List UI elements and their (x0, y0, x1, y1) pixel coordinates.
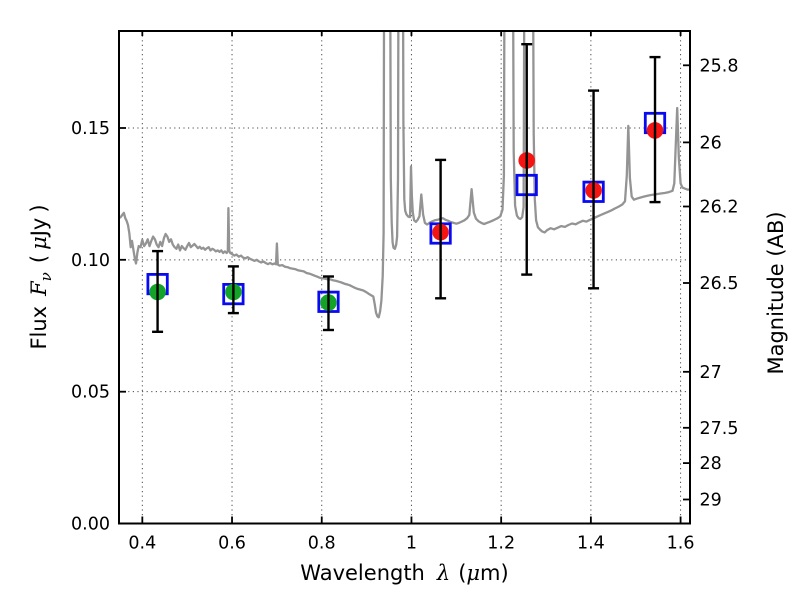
x-tick-label: 0.6 (218, 534, 246, 554)
x-tick-label: 1.4 (577, 534, 605, 554)
right-y-axis-label: Magnitude (AB) (764, 211, 788, 375)
error-bars (152, 43, 661, 333)
x-tick-label: 1.6 (667, 534, 695, 554)
y-tick-label-mag: 27 (700, 363, 722, 383)
y-tick-label-flux: 0.10 (71, 251, 110, 271)
x-tick-label: 1.2 (487, 534, 515, 554)
y-tick-label-mag: 25.8 (700, 56, 739, 76)
spectrum-line (119, 31, 690, 319)
y-tick-label-mag: 26.5 (700, 274, 739, 294)
y-tick-label-mag: 28 (700, 454, 722, 474)
xlabel-paren-close: m) (480, 561, 509, 585)
photometry-points (149, 122, 664, 311)
xlabel-paren-open: ( (458, 561, 467, 585)
left-y-axis-label: Flux Fν ( μJy) (27, 204, 55, 349)
plot-border (118, 30, 691, 525)
x-tick-label: 0.4 (128, 534, 156, 554)
lambda-symbol: λ (436, 561, 451, 585)
ylabel-paren-close: ) (26, 204, 51, 213)
y-tick-label-flux: 0.00 (71, 515, 110, 535)
tick-labels: 0.4 0.6 0.8 1 1.2 1.4 1.6 0.00 0.05 0.10 0.15 25.8 2… (71, 56, 738, 553)
mu-symbol-x: μ (466, 561, 481, 585)
mu-symbol-y: μ (26, 236, 51, 250)
x-tick-label: 1 (406, 534, 417, 554)
axis-ticks (119, 31, 690, 525)
x-axis-label: Wavelength λ (μm) (119, 561, 690, 585)
y-tick-label-mag: 29 (700, 491, 722, 511)
ylabel-word: Flux (26, 305, 51, 350)
nu-symbol: ν (37, 272, 56, 282)
x-tick-label: 0.8 (308, 534, 336, 554)
xlabel-word: Wavelength (300, 561, 425, 585)
y-tick-label-mag: 26 (700, 133, 722, 153)
y-tick-label-mag: 27.5 (700, 419, 739, 439)
y-tick-label-flux: 0.05 (71, 383, 110, 403)
ylabel-unit: Jy (26, 217, 51, 237)
flux-symbol: F (26, 281, 51, 296)
spectrum-group (119, 31, 690, 319)
y-tick-label-flux: 0.15 (71, 119, 110, 139)
y-tick-label-mag: 26.2 (700, 198, 739, 218)
ylabel-paren-open: ( (26, 254, 51, 264)
